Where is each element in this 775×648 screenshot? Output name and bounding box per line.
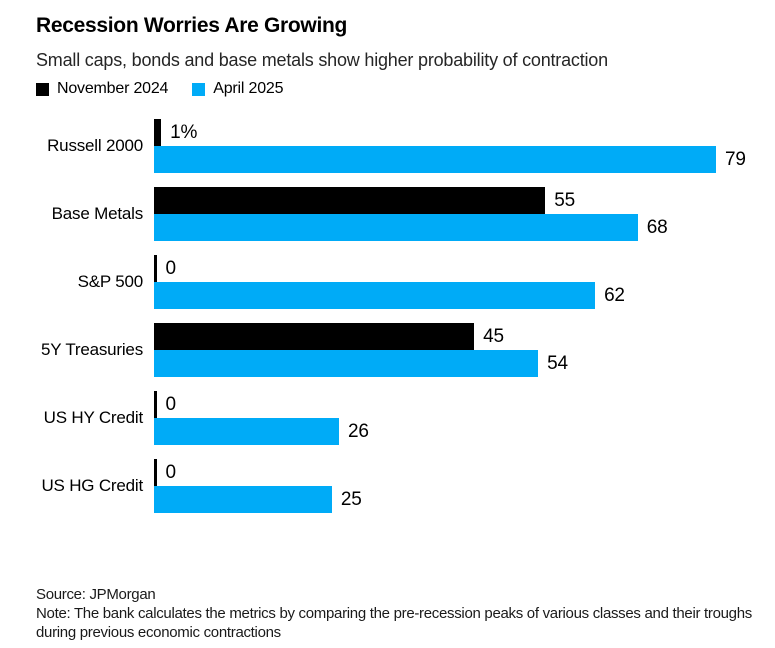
value-label: 0	[165, 461, 177, 483]
bar-line: 45	[154, 323, 775, 350]
bar-line: 79	[154, 146, 775, 173]
bar-line: 54	[154, 350, 775, 377]
bar-line: 26	[154, 418, 775, 445]
bar-november-2024	[154, 323, 475, 350]
legend: November 2024 April 2025	[36, 80, 284, 98]
bar-line: 68	[154, 214, 775, 241]
category-label: Russell 2000	[47, 136, 143, 155]
bar-group: 45 54	[154, 323, 775, 377]
bar-november-2024	[154, 255, 157, 282]
methodology-note: Note: The bank calculates the metrics by…	[36, 605, 752, 641]
category-label: Base Metals	[51, 204, 144, 223]
value-label: 55	[554, 189, 575, 211]
category-label: S&P 500	[77, 272, 144, 291]
category-label: US HY Credit	[43, 408, 144, 427]
bar-chart: Russell 2000 1% 79 Base Metals 55 68 S&P 500 0 6…	[0, 119, 775, 527]
legend-item-april-2025: April 2025	[192, 80, 284, 98]
bar-group: 0 25	[154, 459, 775, 513]
bar-line: 0	[154, 255, 775, 282]
bar-line: 0	[154, 459, 775, 486]
bar-november-2024	[154, 119, 162, 146]
chart-row: Base Metals 55 68	[0, 187, 775, 241]
legend-swatch-icon	[36, 82, 49, 96]
bar-line: 62	[154, 282, 775, 309]
source-note: Source: JPMorgan	[36, 586, 156, 603]
value-label: 79	[725, 148, 746, 170]
value-label: 1%	[170, 121, 198, 143]
bar-november-2024	[154, 391, 157, 418]
bar-line: 1%	[154, 119, 775, 146]
chart-row: US HG Credit 0 25	[0, 459, 775, 513]
bar-november-2024	[154, 187, 546, 214]
legend-swatch-icon	[192, 82, 206, 96]
bar-line: 55	[154, 187, 775, 214]
value-label: 26	[347, 420, 369, 442]
bar-april-2025	[154, 214, 638, 241]
value-label: 54	[547, 352, 568, 374]
value-label: 0	[165, 257, 177, 279]
category-label: US HG Credit	[41, 476, 143, 495]
bar-line: 0	[154, 391, 775, 418]
chart-subtitle: Small caps, bonds and base metals show h…	[36, 50, 608, 70]
chart-row: 5Y Treasuries 45 54	[0, 323, 775, 377]
chart-row: US HY Credit 0 26	[0, 391, 775, 445]
bar-april-2025	[154, 282, 596, 309]
value-label: 62	[604, 284, 625, 306]
bar-april-2025	[154, 486, 332, 513]
bar-november-2024	[154, 459, 157, 486]
legend-item-november-2024: November 2024	[36, 80, 168, 98]
chart-row: Russell 2000 1% 79	[0, 119, 775, 173]
value-label: 25	[340, 488, 362, 510]
legend-label: November 2024	[57, 80, 169, 97]
bar-group: 0 62	[154, 255, 775, 309]
bar-april-2025	[154, 146, 716, 173]
bar-april-2025	[154, 350, 539, 377]
bar-group: 1% 79	[154, 119, 775, 173]
value-label: 45	[483, 325, 504, 347]
bar-group: 0 26	[154, 391, 775, 445]
chart-title: Recession Worries Are Growing	[36, 14, 348, 37]
bar-line: 25	[154, 486, 775, 513]
category-label: 5Y Treasuries	[41, 340, 143, 359]
footer: Source: JPMorgan Note: The bank calculat…	[36, 585, 760, 642]
value-label: 0	[165, 393, 177, 415]
chart-row: S&P 500 0 62	[0, 255, 775, 309]
value-label: 68	[646, 216, 668, 238]
legend-label: April 2025	[213, 80, 284, 97]
bar-april-2025	[154, 418, 339, 445]
bar-group: 55 68	[154, 187, 775, 241]
